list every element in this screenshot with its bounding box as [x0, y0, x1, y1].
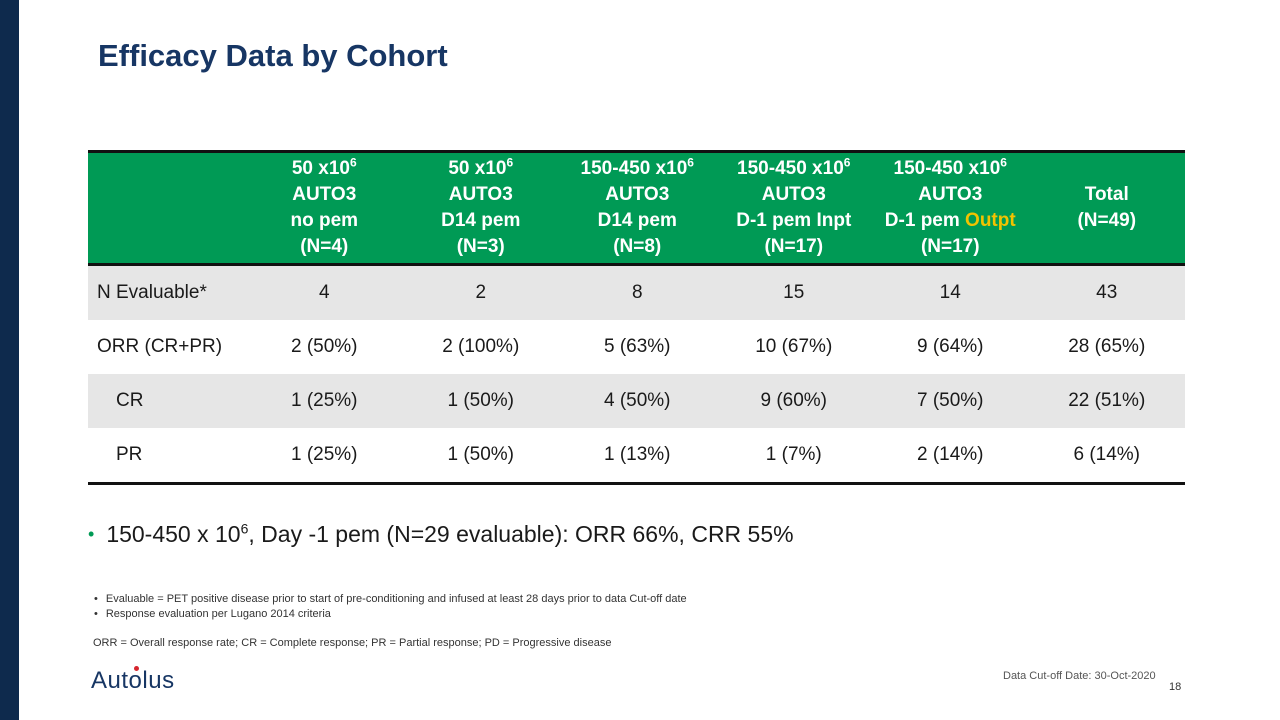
table-cell: 6 (14%) [1028, 428, 1185, 485]
autolus-logo: Aut olus [91, 666, 175, 694]
efficacy-table: 50 x106 AUTO3 no pem (N=4) 50 x106 AUTO3… [88, 150, 1185, 485]
table-row-pr: PR 1 (25%) 1 (50%) 1 (13%) 1 (7%) 2 (14%… [88, 428, 1185, 485]
header-cell-cohort-2: 50 x106 AUTO3 D14 pem (N=3) [402, 150, 559, 266]
table-cell: 28 (65%) [1068, 336, 1146, 357]
page-title: Efficacy Data by Cohort [98, 38, 448, 73]
table-cell: 8 [631, 282, 643, 303]
table-cell: 2 [475, 282, 487, 303]
header-cell-cohort-3: 150-450 x106 AUTO3 D14 pem (N=8) [559, 150, 716, 266]
table-cell: 22 (51%) [1068, 390, 1146, 411]
table-cell: 4 [318, 282, 330, 303]
table-cell: 7 (50%) [916, 390, 984, 411]
abbreviations-note: ORR = Overall response rate; CR = Comple… [93, 637, 612, 649]
header-cell-cohort-5: 150-450 x106 AUTO3 D-1 pem Outpt (N=17) [872, 150, 1029, 266]
row-label: N Evaluable* [97, 282, 207, 303]
row-label: ORR (CR+PR) [97, 336, 223, 357]
table-row-n-evaluable: N Evaluable* 4 2 8 15 14 43 [88, 264, 1185, 320]
header-cell-cohort-1: 50 x106 AUTO3 no pem (N=4) [246, 150, 403, 266]
table-cell: 1 (7%) [715, 428, 872, 485]
outpatient-highlight: Outpt [965, 210, 1016, 231]
page-number: 18 [1169, 681, 1182, 693]
table-cell: 9 (64%) [916, 336, 984, 357]
logo-dot-icon [133, 666, 139, 671]
row-label: CR [116, 390, 144, 411]
table-cell: 1 (25%) [246, 428, 403, 485]
footnote-item: Evaluable = PET positive disease prior t… [94, 592, 687, 607]
table-row-orr: ORR (CR+PR) 2 (50%) 2 (100%) 5 (63%) 10 … [88, 320, 1185, 374]
table-cell: 10 (67%) [755, 336, 833, 357]
table-row-cr: CR 1 (25%) 1 (50%) 4 (50%) 9 (60%) 7 (50… [88, 374, 1185, 428]
table-cell: 14 [939, 282, 961, 303]
header-cell-total: Total (N=49) [1028, 150, 1185, 266]
table-header-row: 50 x106 AUTO3 no pem (N=4) 50 x106 AUTO3… [88, 150, 1185, 266]
header-cell-cohort-4: 150-450 x106 AUTO3 D-1 pem Inpt (N=17) [715, 150, 872, 266]
table-cell: 1 (50%) [402, 428, 559, 485]
footnote-item: Response evaluation per Lugano 2014 crit… [94, 607, 687, 622]
header-cell-empty [88, 150, 246, 266]
footnote-list: Evaluable = PET positive disease prior t… [94, 592, 687, 622]
row-label: PR [88, 428, 246, 485]
table-cell: 43 [1096, 282, 1118, 303]
table-cell: 2 (14%) [872, 428, 1029, 485]
table-cell: 2 (50%) [290, 336, 358, 357]
table-cell: 1 (50%) [447, 390, 515, 411]
key-finding-bullet: • 150-450 x 106, Day -1 pem (N=29 evaluab… [88, 520, 794, 547]
table-cell: 1 (25%) [290, 390, 358, 411]
data-cutoff-date: Data Cut-off Date: 30-Oct-2020 [1003, 670, 1156, 682]
left-accent-bar [0, 0, 19, 720]
table-cell: 4 (50%) [603, 390, 671, 411]
table-cell: 1 (13%) [559, 428, 716, 485]
table-cell: 5 (63%) [603, 336, 671, 357]
table-cell: 9 (60%) [760, 390, 828, 411]
bullet-icon: • [88, 524, 95, 544]
table-cell: 15 [783, 282, 805, 303]
table-cell: 2 (100%) [442, 336, 520, 357]
